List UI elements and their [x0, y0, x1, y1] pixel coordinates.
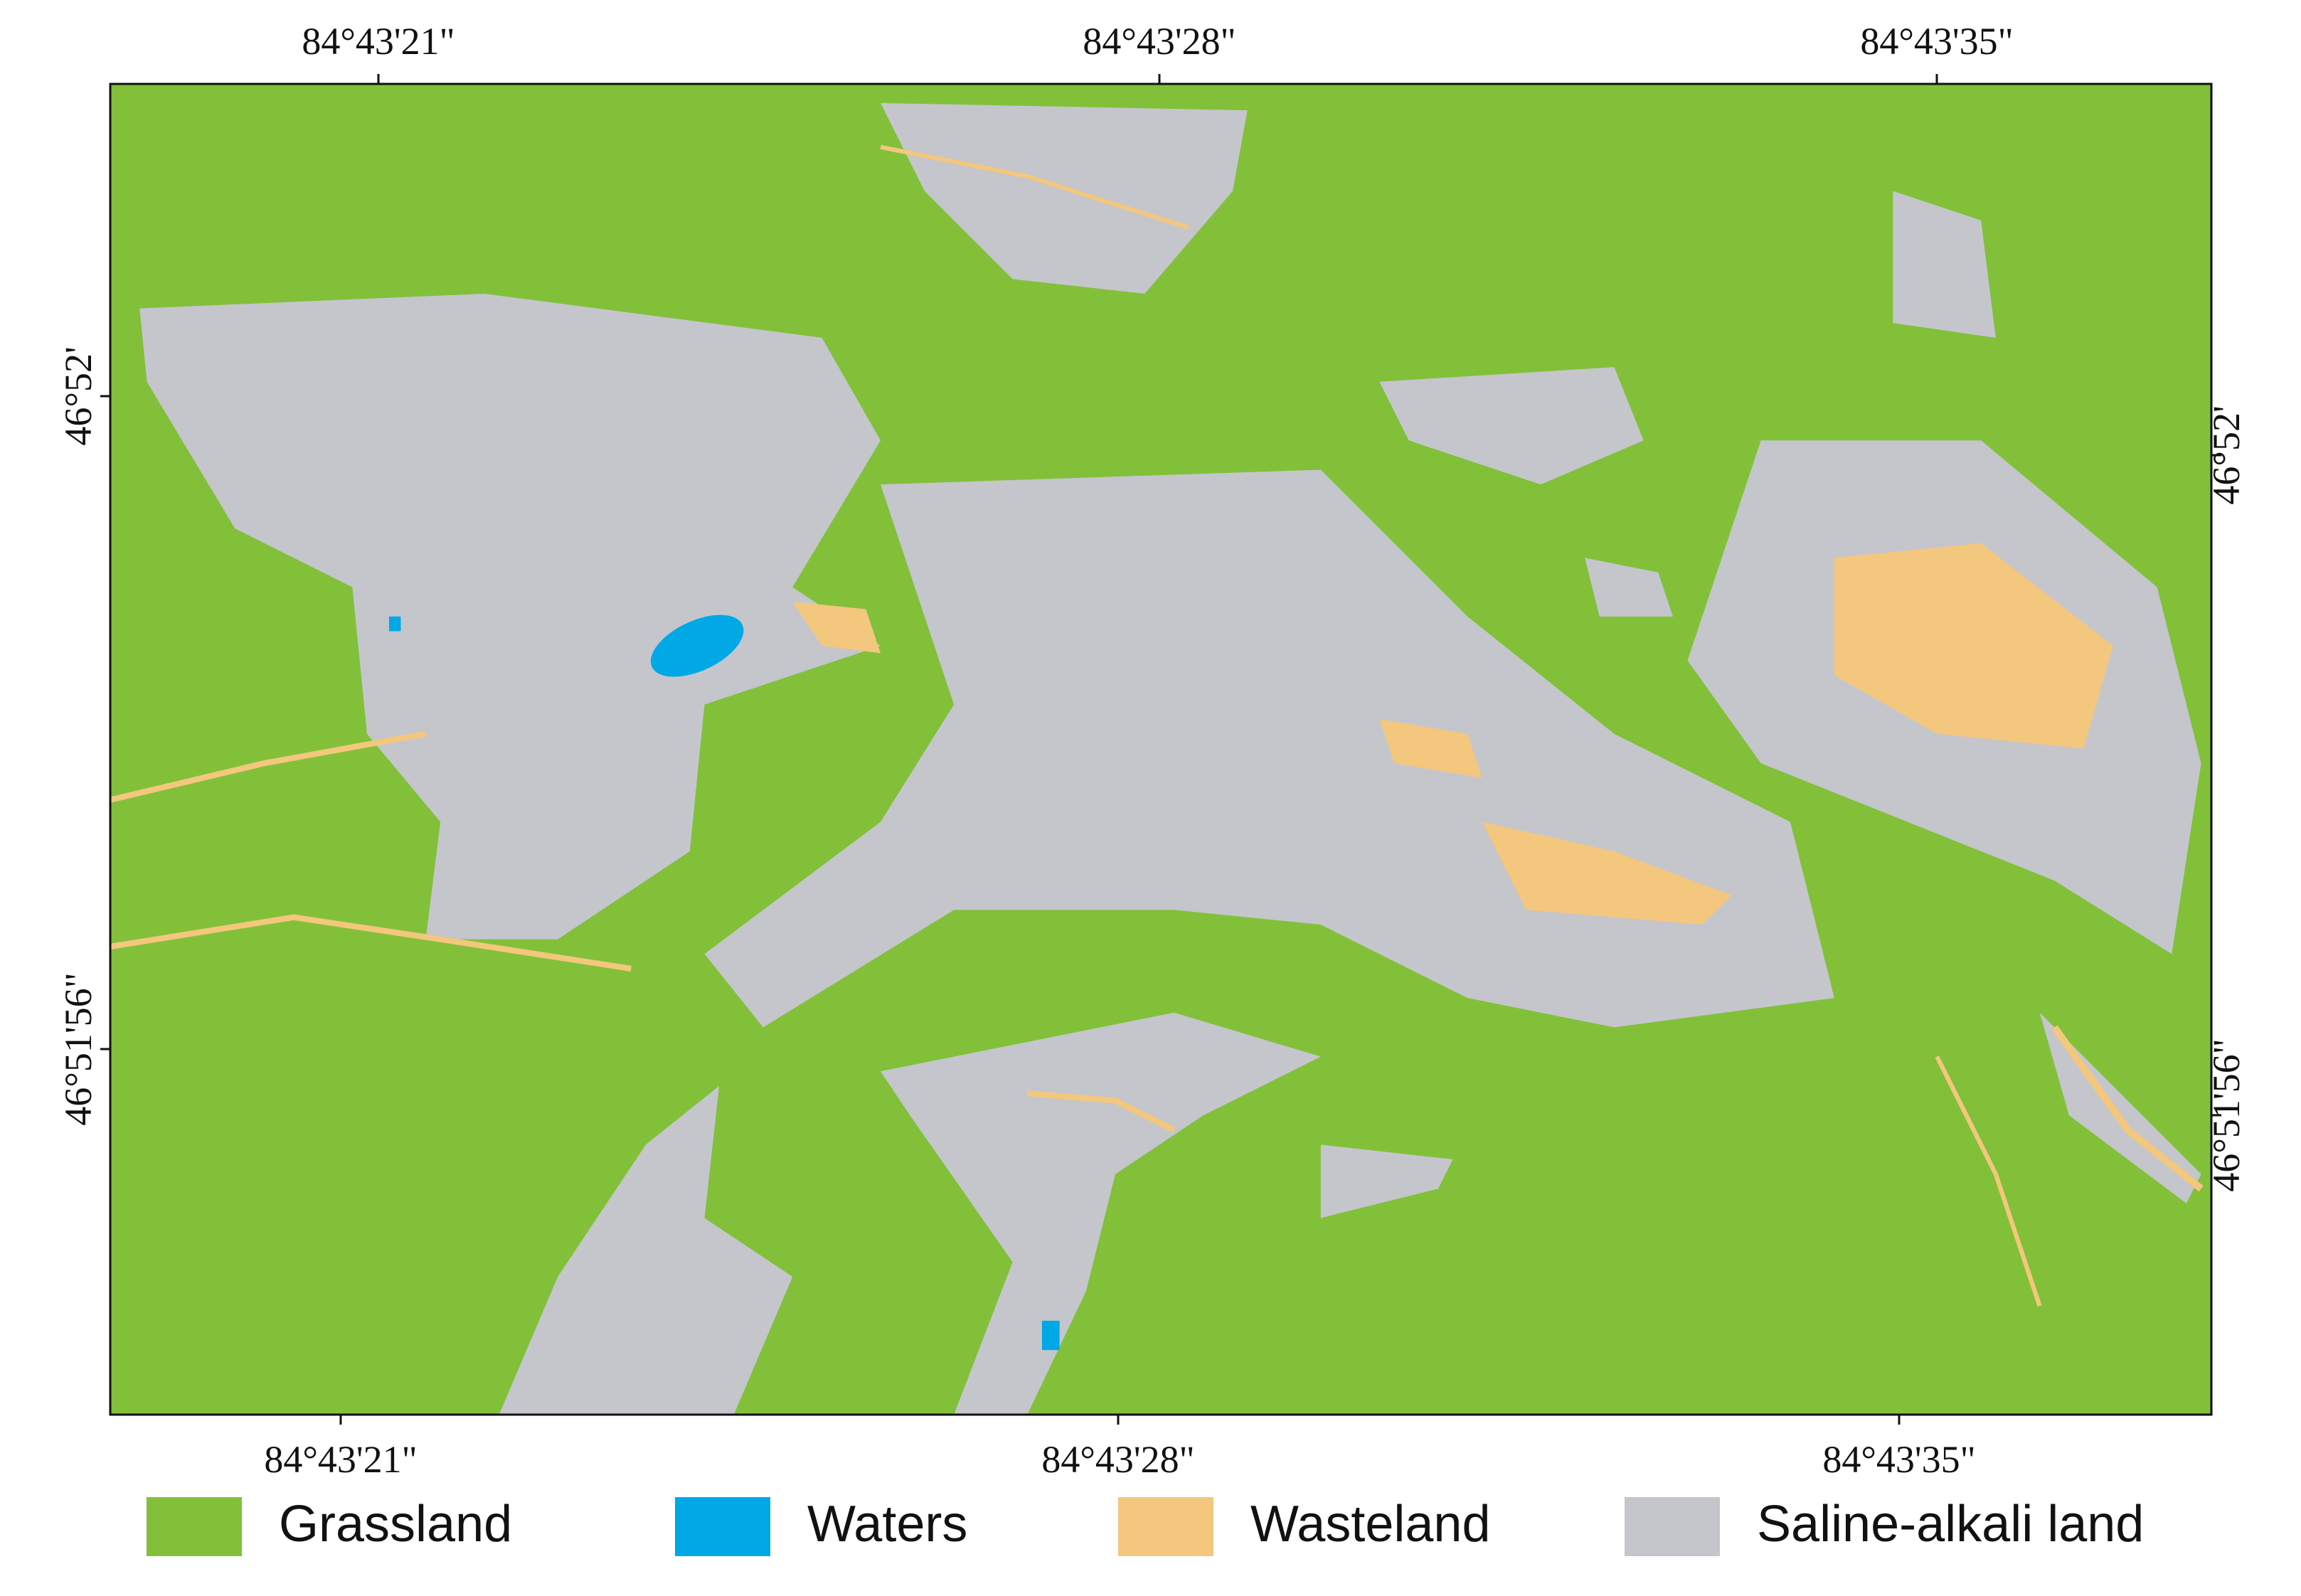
saline-region — [1379, 367, 1644, 485]
saline-region — [499, 1085, 793, 1415]
saline-region — [880, 1012, 1321, 1415]
saline-region — [1320, 1144, 1453, 1218]
wasteland-areas — [110, 144, 2204, 1307]
bottom-label: 84°43'28" — [1041, 1438, 1194, 1481]
top-label: 84°43'21" — [302, 20, 455, 63]
wasteland-strip — [110, 730, 427, 803]
legend-label: Saline-alkali land — [1757, 1496, 2144, 1553]
saline-region — [139, 293, 881, 940]
saline-region — [1585, 558, 1673, 617]
bottom-label: 84°43'35" — [1822, 1438, 1975, 1481]
bottom-label: 84°43'21" — [264, 1438, 417, 1481]
wasteland-region — [1834, 543, 2113, 749]
lake — [650, 615, 744, 677]
left-label: 46°51'56" — [57, 972, 100, 1125]
right-label: 46°52' — [2205, 405, 2248, 504]
wasteland-strip — [1026, 1090, 1176, 1133]
wasteland-region — [1379, 719, 1482, 778]
legend-swatch — [675, 1497, 770, 1556]
saline-region — [1893, 191, 1996, 338]
legend-label: Wasteland — [1250, 1496, 1491, 1553]
wasteland-strip — [110, 914, 632, 972]
legend-label: Waters — [807, 1496, 967, 1553]
left-label: 46°52' — [57, 346, 100, 445]
legend-label: Grassland — [279, 1496, 512, 1553]
wasteland-region — [1482, 821, 1732, 925]
legend-swatch — [147, 1497, 242, 1556]
wasteland-region — [792, 602, 881, 654]
legend: Grassland Waters Wasteland Saline-alkali la… — [147, 1496, 2144, 1556]
right-label: 46°51'56" — [2205, 1038, 2248, 1191]
wasteland-strip — [880, 144, 1190, 230]
map-frame — [109, 83, 2213, 1416]
pond — [1041, 1320, 1060, 1351]
graticule-ticks — [100, 74, 2221, 1425]
pond — [388, 616, 401, 632]
top-label: 84°43'28" — [1083, 20, 1235, 63]
water-areas — [388, 615, 1060, 1351]
wasteland-strip — [2051, 1025, 2204, 1192]
wasteland-strip — [1935, 1055, 2042, 1307]
map-area — [110, 84, 2211, 1415]
legend-swatch — [1118, 1497, 1213, 1556]
top-label: 84°43'35" — [1860, 20, 2013, 63]
saline-region — [880, 102, 1248, 294]
legend-swatch — [1625, 1497, 1720, 1556]
